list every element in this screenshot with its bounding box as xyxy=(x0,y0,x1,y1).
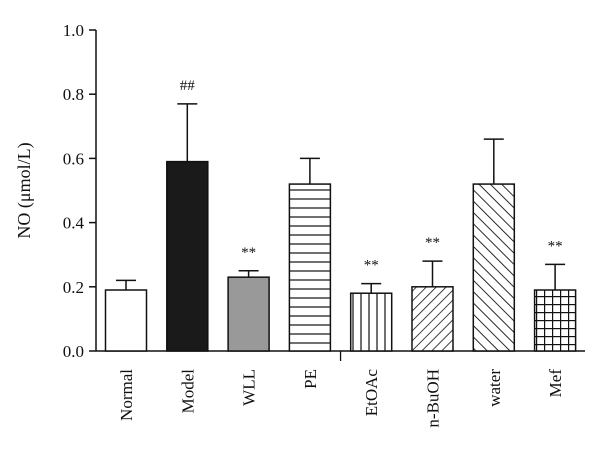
significance-label: ** xyxy=(425,235,440,251)
y-tick-label: 0.6 xyxy=(63,149,84,168)
bar-mef xyxy=(533,289,577,352)
bars-group xyxy=(104,160,577,352)
y-tick-label: 0.4 xyxy=(63,214,85,233)
y-axis-ticks: 0.0 0.2 0.4 0.6 0.8 1.0 xyxy=(63,21,96,361)
significance-label: ** xyxy=(241,245,256,261)
significance-label: ** xyxy=(364,258,379,274)
category-label: WLL xyxy=(240,369,259,406)
significance-label: ** xyxy=(548,238,563,254)
y-tick-label: 0.2 xyxy=(63,278,84,297)
y-axis-label: NO (μmol/L) xyxy=(14,142,35,238)
category-label: Mef xyxy=(546,369,565,398)
y-tick-label: 1.0 xyxy=(63,21,84,40)
category-label: Model xyxy=(178,369,197,414)
y-tick-label: 0.8 xyxy=(63,85,84,104)
significance-labels: ## ** ** ** ** xyxy=(180,78,563,274)
bar-n-buoh xyxy=(411,286,454,352)
significance-label: ## xyxy=(180,78,196,94)
bar-pe xyxy=(288,183,332,352)
bar-etoac xyxy=(349,292,393,352)
category-label: PE xyxy=(301,369,320,389)
category-label: Normal xyxy=(117,369,136,421)
bar-normal xyxy=(104,289,148,352)
category-labels: Normal Model WLL PE EtOAc n-BuOH water Mef xyxy=(117,369,565,428)
y-tick-label: 0.0 xyxy=(63,342,84,361)
bar-water xyxy=(472,183,516,352)
error-bars-group xyxy=(116,103,566,294)
category-label: EtOAc xyxy=(362,369,381,417)
bar-wll xyxy=(227,276,270,352)
bar-model xyxy=(166,160,209,352)
category-label: n-BuOH xyxy=(424,369,443,428)
category-label: water xyxy=(485,369,504,407)
